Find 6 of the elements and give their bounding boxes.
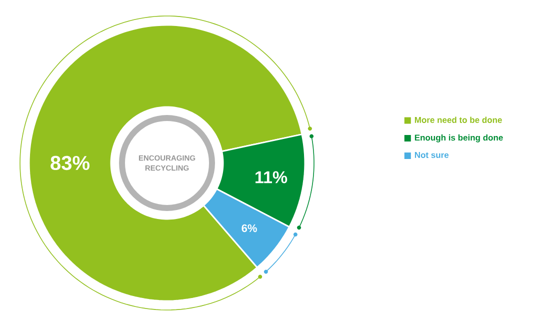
data-label: 11% — [256, 171, 288, 184]
legend-label: Enough is being done — [414, 134, 503, 142]
legend-label: Not sure — [414, 152, 449, 158]
data-label: 6% — [242, 224, 257, 232]
legend-label: More need to be done — [414, 116, 502, 123]
data-label: 83% — [50, 156, 90, 170]
